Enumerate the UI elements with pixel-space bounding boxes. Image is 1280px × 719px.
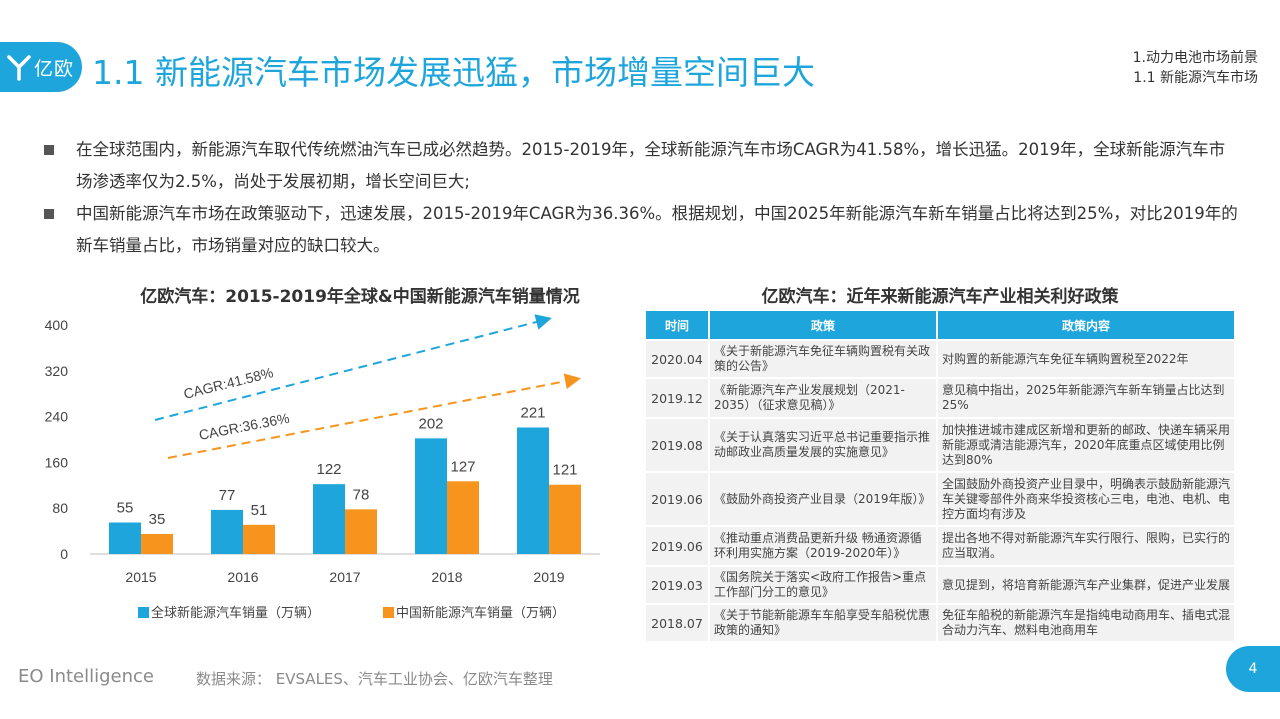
data-label: 121: [552, 462, 577, 479]
cell-policy: 《关于新能源汽车免征车辆购置税有关政策的公告》: [710, 339, 938, 377]
cell-time: 2020.04: [646, 339, 710, 377]
table-title: 亿欧汽车：近年来新能源汽车产业相关利好政策: [761, 287, 1119, 307]
data-label: 55: [117, 500, 134, 517]
bar-china: [243, 524, 275, 554]
table-row: 2020.04 《关于新能源汽车免征车辆购置税有关政策的公告》 对购置的新能源汽…: [646, 339, 1234, 377]
cell-policy: 《关于认真落实习近平总书记重要指示推动邮政业高质量发展的实施意见》: [710, 417, 938, 471]
table-row: 2019.12 《新能源汽车产业发展规划（2021-2035）（征求意见稿）》 …: [646, 377, 1234, 417]
table-row: 2019.08 《关于认真落实习近平总书记重要指示推动邮政业高质量发展的实施意见…: [646, 417, 1234, 471]
cell-content: 对购置的新能源汽车免征车辆购置税至2022年: [938, 339, 1234, 377]
y-tick-label: 320: [45, 363, 69, 379]
cell-policy: 《推动重点消费品更新升级 畅通资源循环利用实施方案（2019-2020年）》: [710, 525, 938, 565]
bar-global: [313, 484, 345, 554]
table-row: 2019.06 《鼓励外商投资产业目录（2019年版）》 全国鼓励外商投资产业目…: [646, 471, 1234, 525]
x-tick-label: 2017: [329, 569, 360, 585]
policy-table: 时间 政策 政策内容 2020.04 《关于新能源汽车免征车辆购置税有关政策的公…: [646, 311, 1234, 641]
bar-global: [415, 438, 447, 554]
data-label: 122: [316, 461, 341, 478]
data-label: 35: [149, 511, 166, 528]
data-label: 77: [219, 487, 236, 504]
bar-china: [447, 481, 479, 554]
cagr-global-arrow: [154, 314, 552, 421]
page-title: 1.1 新能源汽车市场发展迅猛，市场增量空间巨大: [92, 53, 815, 92]
table-row: 2019.06 《推动重点消费品更新升级 畅通资源循环利用实施方案（2019-2…: [646, 525, 1234, 565]
cell-content: 全国鼓励外商投资产业目录中，明确表示鼓励新能源汽车关键零部件外商来华投资核心三电…: [938, 471, 1234, 525]
cell-policy: 《关于节能新能源车车船享受车船税优惠政策的通知》: [710, 603, 938, 641]
data-source: 数据来源： EVSALES、汽车工业协会、亿欧汽车整理: [196, 670, 553, 688]
cell-content: 免征车船税的新能源汽车是指纯电动商用车、插电式混合动力汽车、燃料电池商用车: [938, 603, 1234, 641]
y-tick-label: 80: [52, 500, 68, 516]
cell-policy: 《鼓励外商投资产业目录（2019年版）》: [710, 471, 938, 525]
bar-global: [517, 427, 549, 554]
bar-global: [109, 522, 141, 554]
bullet-item: 在全球范围内，新能源汽车取代传统燃油汽车已成必然趋势。2015-2019年，全球…: [40, 134, 1240, 198]
bullet-text: 在全球范围内，新能源汽车取代传统燃油汽车已成必然趋势。2015-2019年，全球…: [76, 140, 1226, 191]
cell-content: 意见稿中指出，2025年新能源汽车新车销量占比达到25%: [938, 377, 1234, 417]
header-time: 时间: [646, 311, 710, 339]
x-tick-label: 2018: [431, 569, 462, 585]
square-bullet-icon: [44, 209, 54, 219]
breadcrumb-section: 1.动力电池市场前景: [1132, 50, 1258, 66]
y-tick-label: 240: [45, 409, 69, 425]
data-label: 127: [450, 458, 475, 475]
page-number: 4: [1226, 646, 1280, 692]
breadcrumb: 1.动力电池市场前景 1.1 新能源汽车市场: [1133, 48, 1258, 88]
bullet-text: 中国新能源汽车市场在政策驱动下，迅速发展，2015-2019年CAGR为36.3…: [76, 204, 1238, 255]
cell-content: 提出各地不得对新能源汽车实行限行、限购，已实行的应当取消。: [938, 525, 1234, 565]
logo-text: 亿欧: [34, 57, 75, 80]
data-label: 51: [251, 502, 268, 519]
legend-label: 全球新能源汽车销量（万辆）: [151, 605, 320, 621]
breadcrumb-subsection: 1.1 新能源汽车市场: [1133, 70, 1258, 86]
bullet-list: 在全球范围内，新能源汽车取代传统燃油汽车已成必然趋势。2015-2019年，全球…: [40, 134, 1240, 262]
bar-china: [549, 484, 581, 554]
table-row: 2019.03 《国务院关于落实<政府工作报告>重点工作部门分工的意见》 意见提…: [646, 565, 1234, 603]
bar-china: [345, 509, 377, 554]
legend-label: 中国新能源汽车销量（万辆）: [396, 605, 565, 621]
bullet-item: 中国新能源汽车市场在政策驱动下，迅速发展，2015-2019年CAGR为36.3…: [40, 198, 1240, 262]
cell-time: 2019.06: [646, 525, 710, 565]
bar-china: [141, 533, 173, 554]
data-label: 202: [418, 415, 443, 432]
cagr-global-label: CAGR:41.58%: [182, 364, 275, 402]
cell-content: 加快推进城市建成区新增和更新的邮政、快递车辆采用新能源或清洁能源汽车，2020年…: [938, 417, 1234, 471]
cell-policy: 《新能源汽车产业发展规划（2021-2035）（征求意见稿）》: [710, 377, 938, 417]
y-tick-label: 0: [60, 546, 68, 562]
table-row: 2018.07 《关于节能新能源车车船享受车船税优惠政策的通知》 免征车船税的新…: [646, 603, 1234, 641]
data-label: 78: [353, 486, 370, 503]
header-policy: 政策: [710, 311, 938, 339]
cagr-china-arrow: [167, 373, 581, 459]
cell-content: 意见提到，将培育新能源汽车产业集群，促进产业发展: [938, 565, 1234, 603]
cell-time: 2019.12: [646, 377, 710, 417]
sales-bar-chart: 0 80 160 240 320 400 2015 55 35 2016 77 51 2017 122 78…: [45, 314, 600, 621]
legend-swatch: [383, 607, 394, 618]
x-tick-label: 2019: [533, 569, 564, 585]
table-header-row: 时间 政策 政策内容: [646, 311, 1234, 339]
data-label: 221: [520, 404, 545, 421]
x-tick-label: 2016: [227, 569, 258, 585]
yiou-logo-icon: [7, 55, 31, 81]
y-tick-label: 160: [45, 454, 69, 470]
logo: 亿欧: [0, 42, 82, 92]
y-tick-label: 400: [45, 317, 69, 333]
x-tick-label: 2015: [125, 569, 156, 585]
legend-swatch: [138, 607, 149, 618]
cell-time: 2018.07: [646, 603, 710, 641]
cell-time: 2019.03: [646, 565, 710, 603]
square-bullet-icon: [44, 145, 54, 155]
header-content: 政策内容: [938, 311, 1234, 339]
chart-title: 亿欧汽车：2015-2019年全球&中国新能源汽车销量情况: [140, 287, 580, 307]
footer-brand: EO Intelligence: [18, 666, 154, 687]
cell-time: 2019.08: [646, 417, 710, 471]
bar-global: [211, 509, 243, 554]
cell-time: 2019.06: [646, 471, 710, 525]
cell-policy: 《国务院关于落实<政府工作报告>重点工作部门分工的意见》: [710, 565, 938, 603]
